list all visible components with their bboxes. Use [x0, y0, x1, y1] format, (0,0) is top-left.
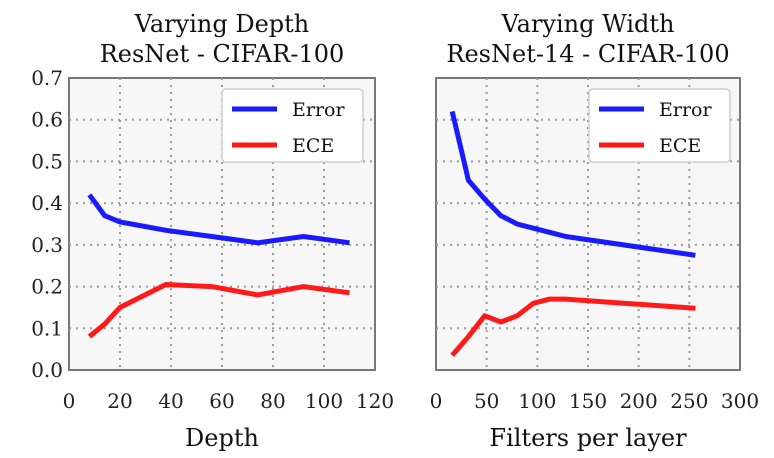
series-line-error	[449, 110, 696, 258]
x-tick-label: 100	[518, 389, 556, 413]
chart-left-subtitle: ResNet - CIFAR-100	[100, 40, 345, 68]
chart-right-ticks: 0 50 100 150 200 250 300	[430, 389, 759, 413]
y-tick-label: 0.6	[31, 108, 63, 132]
series-line-ece	[87, 282, 350, 339]
chart-left-xlabel: Depth	[185, 424, 259, 452]
chart-left-series	[87, 193, 350, 339]
chart-left-ticks: 0 20 40 60 80 100 120 0.0 0.1 0.2 0.3 0.4 0.5 0.6 0.7	[31, 66, 394, 413]
x-tick-label: 80	[260, 389, 285, 413]
x-tick-label: 20	[107, 389, 132, 413]
chart-right-subtitle: ResNet-14 - CIFAR-100	[446, 40, 729, 68]
y-tick-label: 0.2	[31, 275, 63, 299]
legend-label-ece: ECE	[292, 135, 334, 157]
x-tick-label: 120	[356, 389, 394, 413]
chart-left-title: Varying Depth	[134, 10, 310, 38]
chart-right-xlabel: Filters per layer	[489, 424, 687, 452]
x-tick-label: 300	[721, 389, 759, 413]
x-tick-label: 250	[670, 389, 708, 413]
y-tick-label: 0.5	[31, 149, 63, 173]
x-tick-label: 40	[158, 389, 183, 413]
chart-left: Varying Depth ResNet - CIFAR-100 0 20 40 60…	[31, 10, 394, 452]
y-tick-label: 0.7	[31, 66, 63, 90]
x-tick-label: 50	[474, 389, 499, 413]
chart-right-series	[449, 110, 696, 358]
chart-right-title: Varying Width	[501, 10, 675, 38]
series-line-ece	[450, 296, 696, 358]
x-tick-label: 0	[430, 389, 443, 413]
chart-right: Varying Width ResNet-14 - CIFAR-100 0 50 1…	[430, 10, 759, 452]
x-tick-label: 0	[63, 389, 76, 413]
legend-label-ece: ECE	[659, 135, 701, 157]
y-tick-label: 0.3	[31, 233, 63, 257]
y-tick-label: 0.1	[31, 316, 63, 340]
y-tick-label: 0.4	[31, 191, 63, 215]
chart-right-legend: Error ECE	[588, 88, 731, 163]
legend-label-error: Error	[659, 99, 712, 121]
y-tick-label: 0.0	[31, 358, 63, 382]
x-tick-label: 150	[569, 389, 607, 413]
chart-left-legend: Error ECE	[221, 88, 364, 163]
legend-label-error: Error	[292, 99, 345, 121]
x-tick-label: 60	[209, 389, 234, 413]
chart-left-grid	[69, 78, 375, 370]
series-line-error	[87, 193, 350, 246]
x-tick-label: 100	[305, 389, 343, 413]
x-tick-label: 200	[620, 389, 658, 413]
